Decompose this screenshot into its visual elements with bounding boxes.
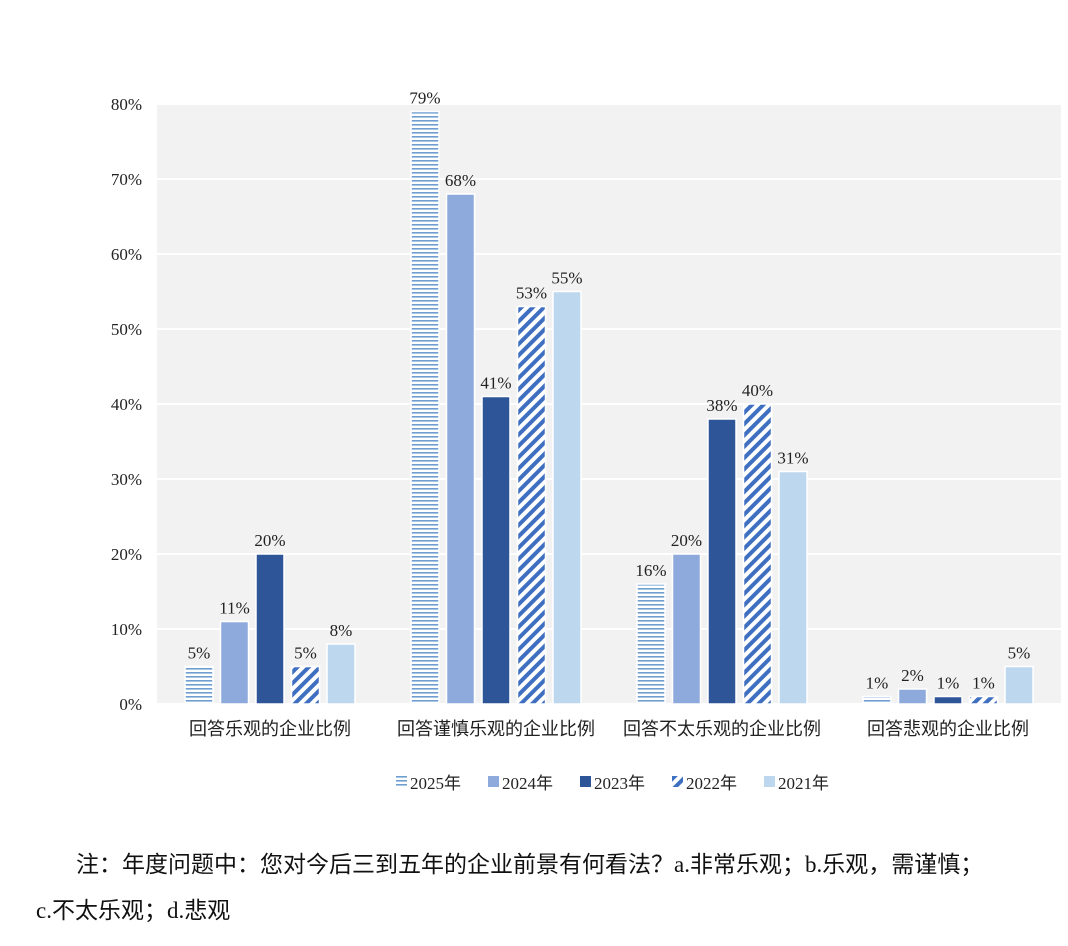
bar <box>742 403 773 705</box>
bar <box>968 695 999 705</box>
data-label: 16% <box>635 561 666 580</box>
legend-label: 2023年 <box>594 774 645 793</box>
data-label: 41% <box>480 374 511 393</box>
y-axis-ticks: 0% 10% 20% 30% 40% 50% 60% 70% 80% <box>111 95 142 714</box>
data-label: 55% <box>551 269 582 288</box>
y-tick-label: 70% <box>111 170 142 189</box>
y-tick-label: 20% <box>111 545 142 564</box>
legend-label: 2025年 <box>410 774 461 793</box>
x-axis-categories: 回答乐观的企业比例 回答谨慎乐观的企业比例 回答不太乐观的企业比例 回答悲观的企业比例 <box>189 719 1029 739</box>
bar <box>445 193 476 705</box>
bar <box>1004 665 1034 705</box>
data-labels: 5% 11% 20% 5% 8% 79% 68% 41% 53%55% 16% 20% 38% 40% 3… <box>188 89 1031 693</box>
data-label: 20% <box>671 531 702 550</box>
legend-swatch <box>672 776 683 787</box>
data-label: 40% <box>742 381 773 400</box>
x-category-label: 回答乐观的企业比例 <box>189 719 351 739</box>
y-tick-label: 10% <box>111 620 142 639</box>
legend-label: 2024年 <box>502 774 553 793</box>
data-label: 5% <box>294 644 317 663</box>
bar <box>219 620 250 705</box>
data-label: 79% <box>409 89 440 108</box>
bar <box>636 583 666 705</box>
bar <box>671 553 702 705</box>
y-tick-label: 0% <box>119 695 142 714</box>
bar <box>862 695 892 705</box>
bars <box>184 110 1034 705</box>
legend: 2025年 2024年 2023年 2022年 2021年 <box>396 774 829 793</box>
x-category-label: 回答悲观的企业比例 <box>867 719 1029 739</box>
bar <box>481 395 511 705</box>
data-label: 5% <box>1008 644 1031 663</box>
data-label: 20% <box>254 531 285 550</box>
bar <box>410 110 440 705</box>
bar <box>184 665 214 705</box>
y-tick-label: 30% <box>111 470 142 489</box>
legend-label: 2021年 <box>778 774 829 793</box>
x-category-label: 回答谨慎乐观的企业比例 <box>397 719 595 739</box>
bar <box>897 688 928 705</box>
data-label: 5% <box>188 644 211 663</box>
bar <box>290 665 321 705</box>
data-label: 53% <box>516 284 547 303</box>
footnote: 注：年度问题中：您对今后三到五年的企业前景有何看法？a.非常乐观；b.乐观，需谨… <box>36 852 984 923</box>
legend-swatch <box>764 776 775 787</box>
data-label: 1% <box>972 674 995 693</box>
legend-label: 2022年 <box>686 774 737 793</box>
data-label: 2% <box>901 666 924 685</box>
y-tick-label: 40% <box>111 395 142 414</box>
bar <box>778 470 808 705</box>
bar <box>255 553 285 705</box>
bar <box>552 290 582 705</box>
y-tick-label: 60% <box>111 245 142 264</box>
bar <box>707 418 737 705</box>
legend-swatch <box>580 776 591 787</box>
x-category-label: 回答不太乐观的企业比例 <box>623 719 821 739</box>
data-label: 1% <box>937 674 960 693</box>
y-tick-label: 50% <box>111 320 142 339</box>
data-label: 38% <box>706 396 737 415</box>
y-tick-label: 80% <box>111 95 142 114</box>
data-label: 1% <box>866 674 889 693</box>
bar <box>933 695 963 705</box>
legend-swatch <box>488 776 499 787</box>
bar <box>516 305 547 705</box>
data-label: 68% <box>445 171 476 190</box>
legend-swatch <box>396 776 407 787</box>
data-label: 11% <box>219 599 250 618</box>
data-label: 8% <box>330 621 353 640</box>
bar <box>326 643 356 705</box>
data-label: 31% <box>777 449 808 468</box>
bar-chart: 0% 10% 20% 30% 40% 50% 60% 70% 80% 5% 11% 20% 5% 8% 7… <box>111 89 1061 793</box>
